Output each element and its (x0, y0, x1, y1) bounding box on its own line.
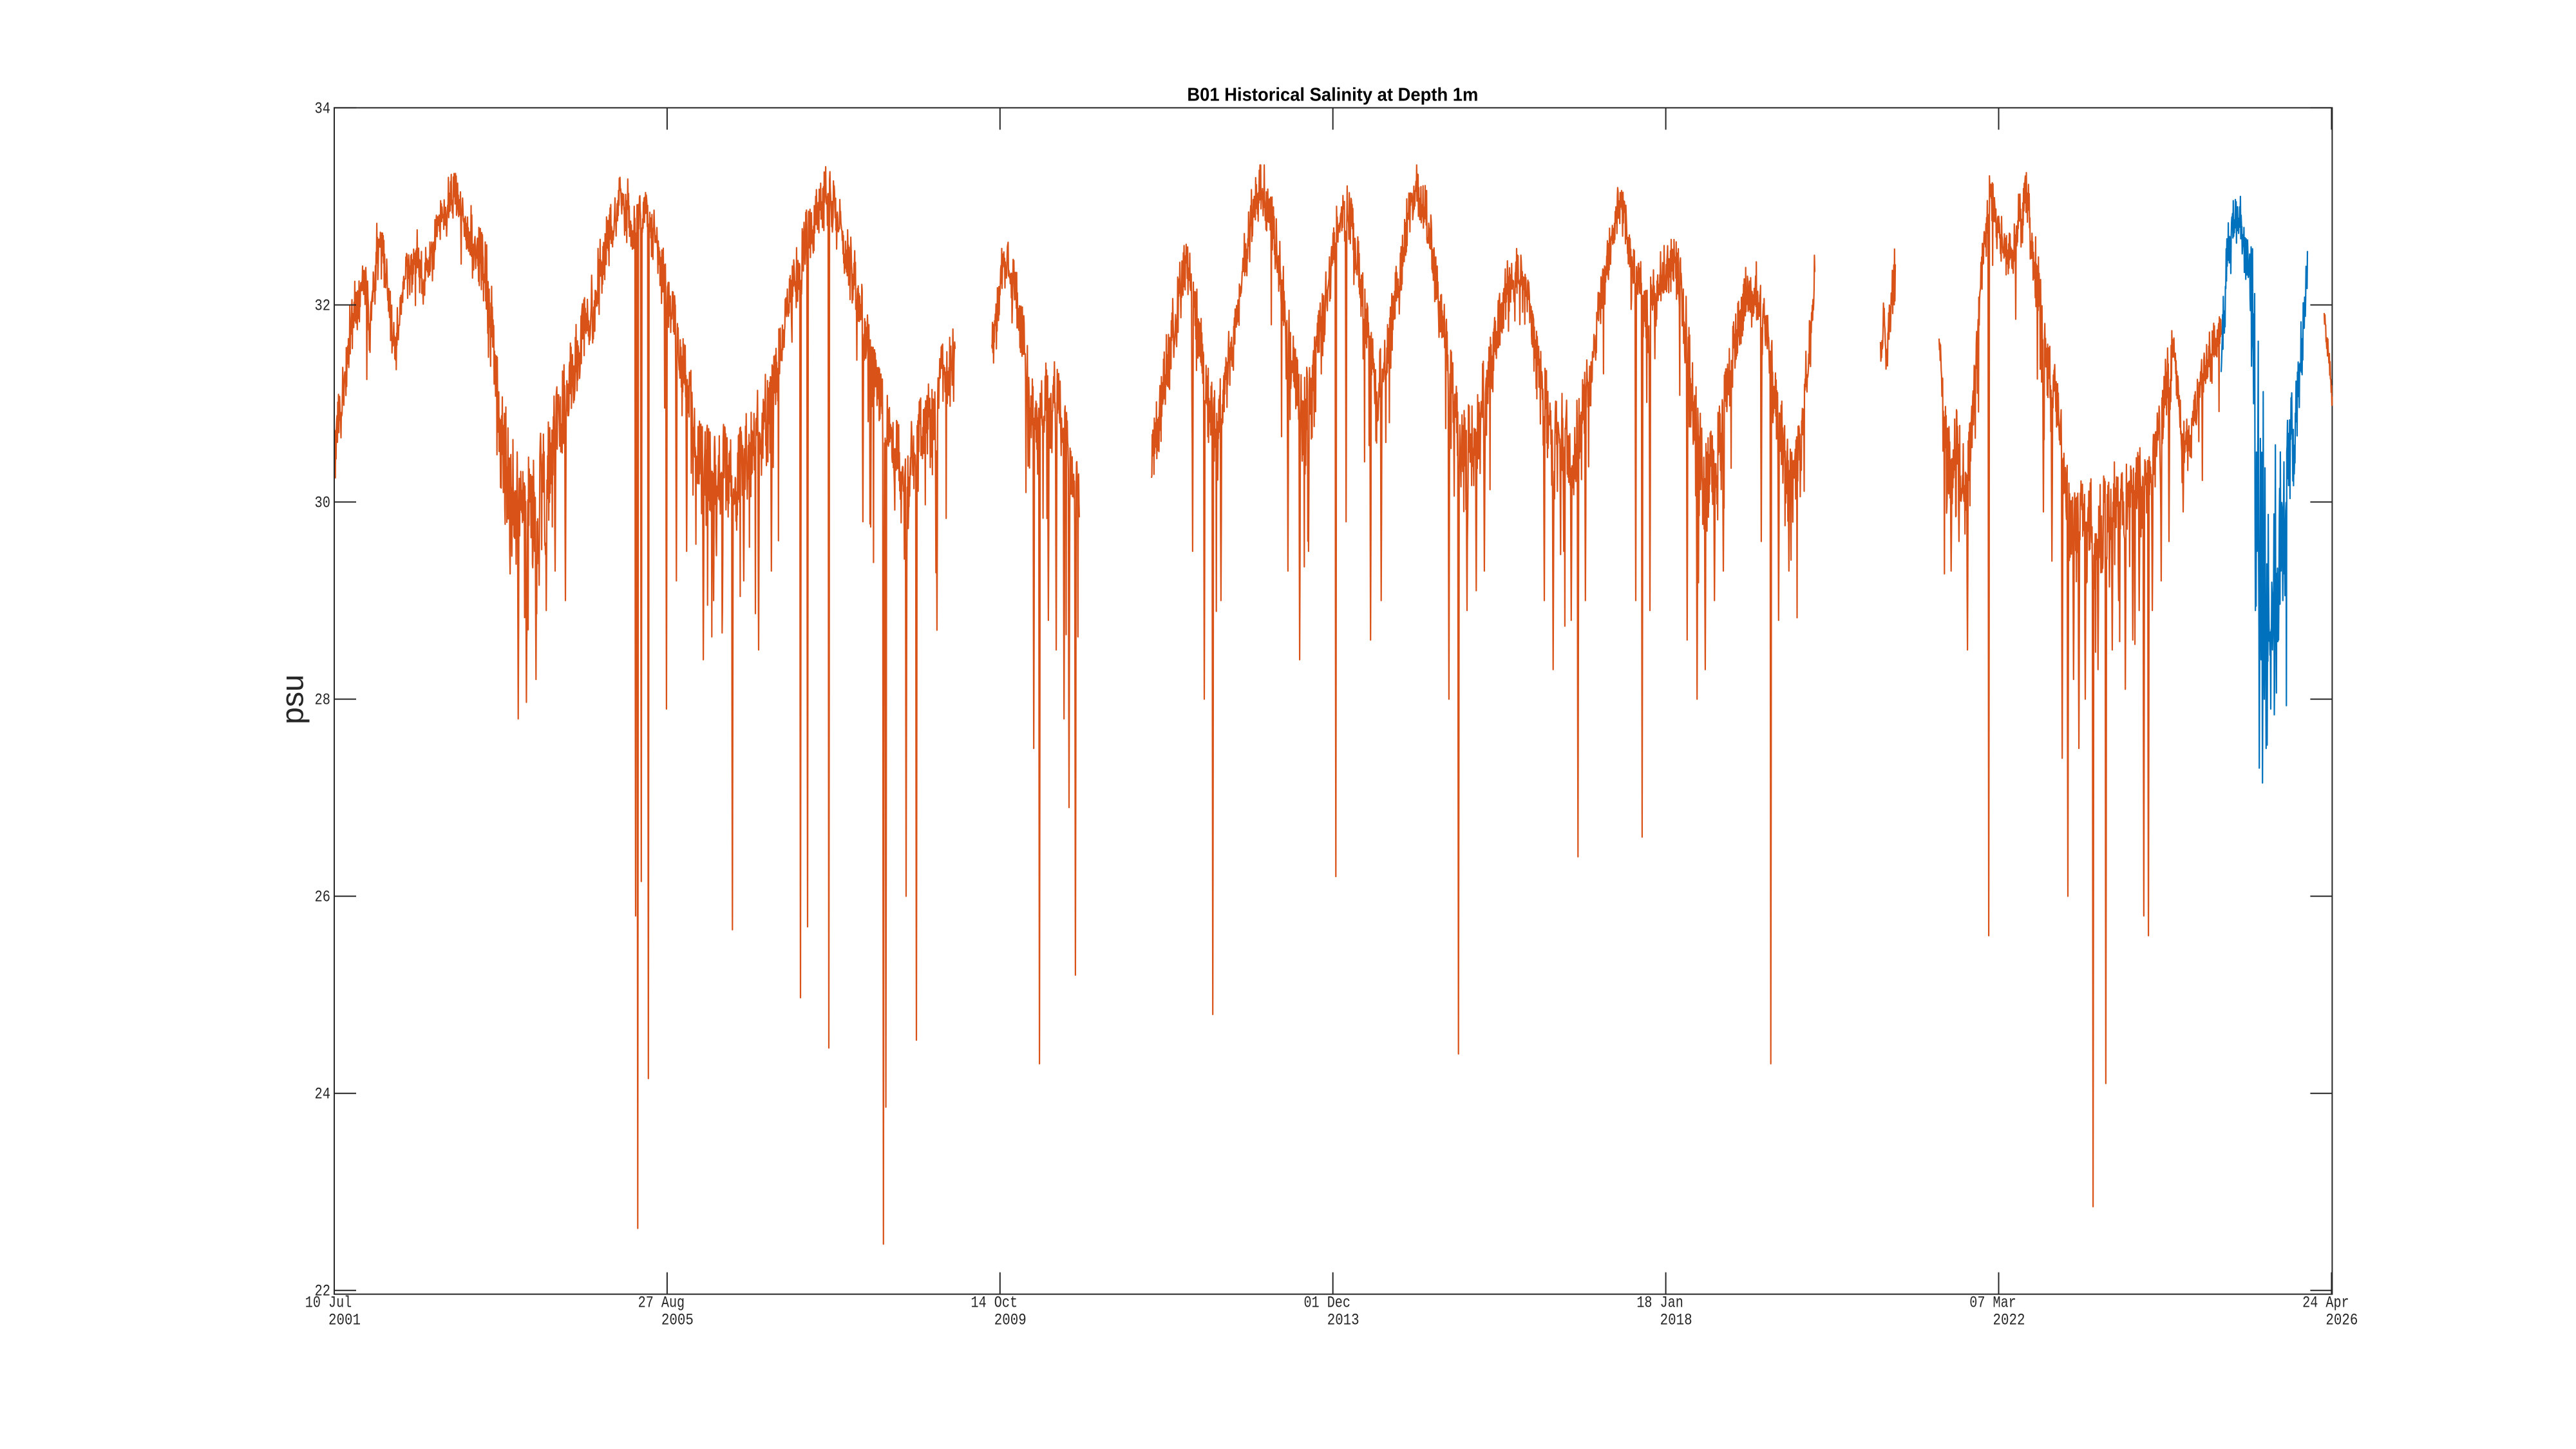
svg-text:27 Aug: 27 Aug (638, 1294, 685, 1312)
svg-text:psu: psu (276, 674, 310, 724)
svg-text:28: 28 (315, 691, 331, 710)
svg-text:B01 Historical Salinity at Dep: B01 Historical Salinity at Depth 1m (1187, 85, 1478, 106)
svg-text:2022: 2022 (1993, 1311, 2025, 1330)
svg-text:2026: 2026 (2325, 1311, 2358, 1330)
svg-text:2009: 2009 (994, 1311, 1027, 1330)
svg-text:10 Jul: 10 Jul (305, 1294, 352, 1312)
svg-text:2018: 2018 (1660, 1311, 1692, 1330)
svg-text:07 Mar: 07 Mar (1969, 1294, 2016, 1312)
svg-text:01 Dec: 01 Dec (1303, 1294, 1350, 1312)
svg-text:18 Jan: 18 Jan (1636, 1294, 1683, 1312)
svg-text:2005: 2005 (661, 1311, 694, 1330)
svg-text:24: 24 (315, 1085, 331, 1104)
svg-text:24 Apr: 24 Apr (2302, 1294, 2349, 1312)
svg-text:22: 22 (315, 1282, 331, 1301)
svg-text:34: 34 (315, 99, 331, 118)
svg-text:14 Oct: 14 Oct (971, 1294, 1018, 1312)
svg-text:2013: 2013 (1327, 1311, 1359, 1330)
svg-text:32: 32 (315, 296, 331, 315)
svg-text:2001: 2001 (328, 1311, 361, 1330)
svg-text:26: 26 (315, 888, 331, 907)
svg-text:30: 30 (315, 493, 331, 512)
